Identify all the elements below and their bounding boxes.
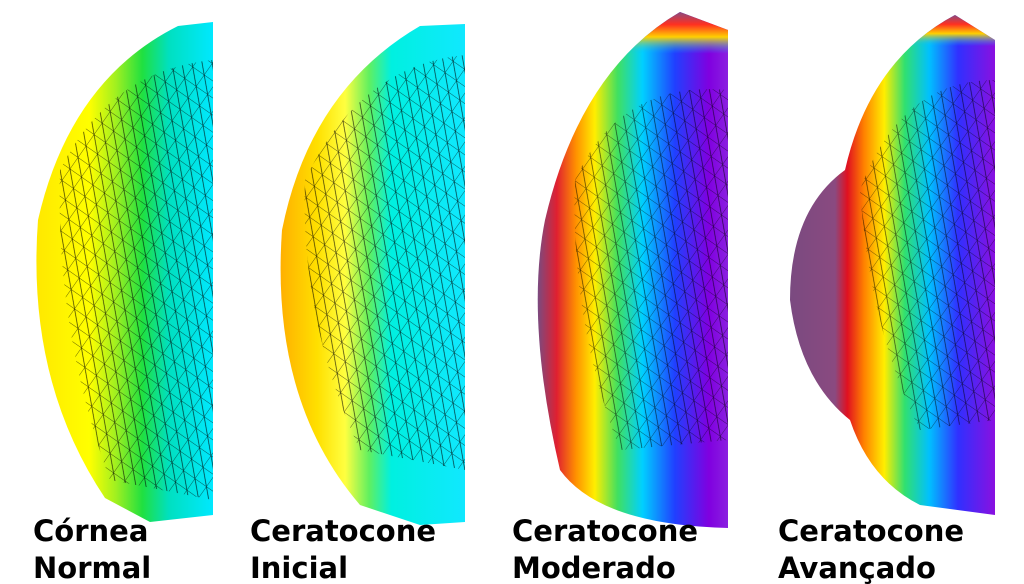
label: Córnea (33, 514, 148, 548)
label: Ceratocone (778, 514, 964, 548)
label: Ceratocone (512, 514, 698, 548)
label: Ceratocone (250, 514, 436, 548)
cornea-normal (36, 22, 214, 522)
label: Normal (33, 551, 151, 584)
cornea-moderado (537, 12, 728, 528)
cornea-inicial (280, 24, 465, 525)
label: Avançado (778, 551, 936, 584)
label: Inicial (250, 551, 348, 584)
cornea-avancado (790, 15, 995, 515)
label: Moderado (512, 551, 676, 584)
